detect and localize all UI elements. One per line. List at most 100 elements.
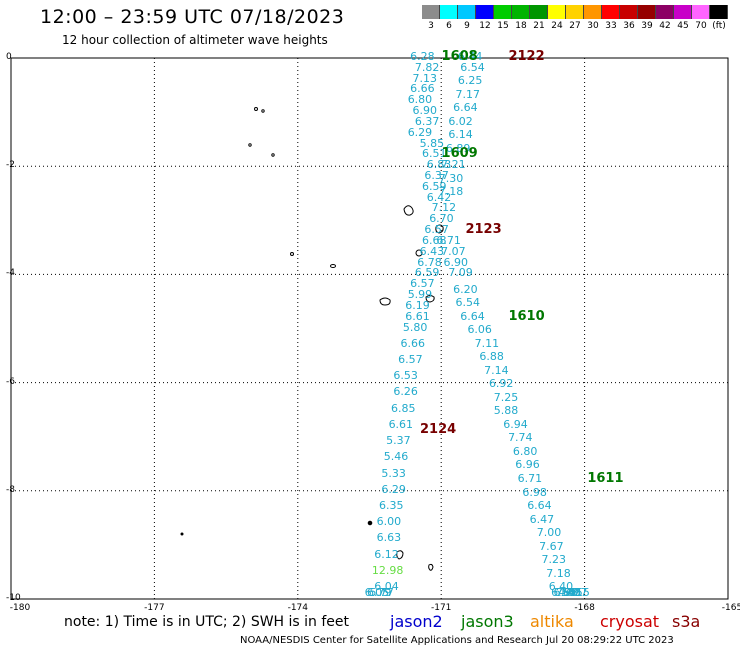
island-outline [271, 153, 275, 157]
wave-height-value: 5.77 [369, 586, 394, 599]
island-outline [403, 205, 414, 216]
island-outline [261, 109, 265, 113]
note-text: note: 1) Time is in UTC; 2) SWH is in fe… [64, 614, 350, 630]
y-tick-label: 0 [6, 52, 12, 62]
wave-height-value: 6.12 [374, 547, 399, 561]
wave-height-value: 7.07 [441, 244, 466, 258]
legend-swatch [638, 5, 656, 19]
wave-height-value: 7.23 [541, 553, 567, 567]
wave-height-value: 6.57 [424, 223, 449, 237]
legend-label: 15 [497, 21, 509, 31]
wave-height-value: 6.26 [393, 385, 418, 399]
wave-height-value: 6.77 [563, 586, 588, 599]
color-legend-labels: 3 6 9 12 15 18 21 24 27 30 33 36 39 42 45 70 (ft) [422, 21, 728, 31]
y-tick-label: -10 [6, 593, 21, 603]
wave-height-value: 6.40 [548, 580, 574, 594]
pass-id-label: 2123 [465, 222, 502, 238]
legend-swatch [710, 5, 728, 19]
wave-height-value: 6.37 [424, 169, 449, 183]
wave-height-value: 6.25 [457, 74, 483, 88]
wave-height-value: 6.68 [422, 233, 447, 247]
wave-height-value: 6.29 [381, 482, 406, 496]
wave-height-value: 6.42 [426, 190, 452, 204]
wave-height-value: 6.61 [405, 309, 430, 323]
island-outline [425, 295, 435, 303]
wave-height-value: 6.05 [364, 586, 390, 599]
legend-swatch [422, 5, 440, 19]
x-tick-label: -177 [144, 603, 165, 613]
island-outline [330, 264, 336, 268]
wave-height-value: 6.80 [512, 444, 538, 458]
wave-height-value: 6.64 [453, 101, 478, 115]
pass-id-label: 1610 [508, 308, 545, 324]
wave-height-value: 6.64 [527, 499, 552, 513]
wave-height-value: 6.90 [412, 104, 437, 118]
wave-height-value: 7.67 [539, 539, 564, 553]
legend-swatch [494, 5, 512, 19]
wave-height-value: 6.28 [410, 50, 435, 63]
island-outline [415, 249, 423, 257]
island-outlines [180, 107, 444, 571]
wave-height-value: 6.66 [400, 336, 426, 350]
island-outline [254, 107, 258, 111]
map-subtitle: 12 hour collection of altimeter wave hei… [62, 33, 328, 47]
wave-height-value: 6.54 [551, 586, 576, 599]
legend-label: 39 [641, 21, 653, 31]
wave-height-value: 6.37 [414, 114, 440, 128]
wave-height-value: 6.02 [448, 114, 473, 128]
legend-label: 33 [605, 21, 617, 31]
wave-height-value: 4.85 [558, 586, 583, 599]
wave-height-value: 6.88 [479, 350, 504, 364]
wave-height-value: 6.64 [460, 309, 485, 323]
pass-id-label: 1609 [441, 146, 478, 162]
wave-height-value: 6.63 [376, 531, 402, 545]
legend-swatch [530, 5, 548, 19]
wave-height-value: 6.54 [455, 296, 480, 310]
legend-swatch [476, 5, 494, 19]
map-title: 12:00 – 23:59 UTC 07/18/2023 [40, 6, 345, 28]
wave-height-value: 6.89 [445, 141, 471, 155]
wave-height-value: 7.17 [455, 87, 480, 101]
wave-height-value: 7.12 [431, 201, 457, 215]
legend-label: 9 [464, 21, 470, 31]
wave-height-value: 6.98 [553, 586, 578, 599]
wave-height-value: 6.80 [407, 93, 433, 107]
wave-height-value: 6.00 [376, 515, 402, 529]
map-grid [11, 58, 728, 599]
legend-label: 36 [623, 21, 635, 31]
x-tick-label: -165 [721, 603, 740, 613]
island-outline [428, 563, 434, 571]
island-outline [396, 550, 404, 560]
x-tick-label: -168 [574, 603, 595, 613]
wave-height-value: 6.71 [436, 233, 461, 247]
wave-height-value: 6.29 [407, 125, 433, 139]
wave-height-value: 7.18 [438, 185, 464, 199]
legend-label: 70 [695, 21, 707, 31]
wave-height-value: 6.96 [515, 458, 540, 472]
pass-id-label: 2122 [508, 49, 545, 64]
wave-height-value: 6.71 [517, 471, 543, 485]
wave-height-value: 6.92 [488, 377, 514, 391]
wave-height-value: 7.74 [508, 431, 533, 445]
wave-height-value: 6.19 [405, 298, 430, 312]
legend-label: 30 [587, 21, 599, 31]
legend-label: 42 [659, 21, 671, 31]
pass-id-label: 1608 [441, 49, 478, 64]
wave-height-value: 7.13 [412, 71, 437, 85]
legend-label: 24 [551, 21, 563, 31]
legend-swatch [602, 5, 620, 19]
legend-label: 27 [569, 21, 581, 31]
wave-height-value: 5.37 [386, 434, 411, 448]
legend-swatch [566, 5, 584, 19]
wave-height-value: 7.11 [474, 336, 500, 350]
legend-swatch [584, 5, 602, 19]
wave-height-value: 7.82 [414, 60, 440, 74]
wave-height-value: 6.98 [522, 485, 547, 499]
legend-label: 45 [677, 21, 689, 31]
wave-height-value: 6.70 [429, 212, 454, 226]
legend-label: 21 [533, 21, 545, 31]
y-tick-label: -2 [6, 160, 15, 171]
wave-height-value: 6.90 [443, 255, 469, 269]
satellite-name: altika [530, 612, 574, 631]
map-frame [10, 57, 729, 600]
